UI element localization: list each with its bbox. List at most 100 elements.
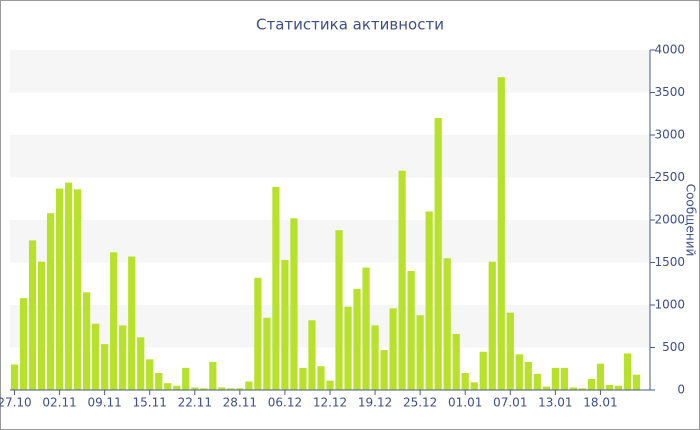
bar xyxy=(335,230,343,390)
grid-band xyxy=(10,135,650,178)
bar xyxy=(74,189,82,390)
bar xyxy=(92,323,100,390)
bar xyxy=(605,384,614,390)
bar xyxy=(227,388,235,390)
y-axis-label: Сообщений xyxy=(684,184,698,257)
bar xyxy=(434,118,442,390)
bar xyxy=(263,317,271,390)
bar xyxy=(344,306,352,390)
bar xyxy=(416,315,424,390)
grid-band xyxy=(10,220,650,263)
x-tick-label: 22.11 xyxy=(178,396,212,410)
x-tick-label: 19.12 xyxy=(358,396,392,410)
y-tick-label: 4000 xyxy=(654,43,685,57)
bar xyxy=(254,277,262,390)
x-tick-label: 12.12 xyxy=(313,396,347,410)
bar xyxy=(272,186,280,390)
bar xyxy=(46,213,55,390)
bar xyxy=(245,381,253,390)
bar xyxy=(470,382,478,390)
bar xyxy=(425,211,433,390)
bar xyxy=(371,325,379,390)
bar xyxy=(362,267,370,390)
bar xyxy=(443,258,451,390)
bar xyxy=(398,170,406,390)
bar xyxy=(119,325,127,390)
chart-title: Статистика активности xyxy=(256,16,444,34)
y-tick-label: 0 xyxy=(677,383,685,397)
bar xyxy=(389,308,397,390)
grid-band xyxy=(10,50,650,93)
x-tick-label: 15.11 xyxy=(133,396,167,410)
bar xyxy=(173,385,181,390)
x-tick-label: 06.12 xyxy=(268,396,302,410)
bar xyxy=(101,344,109,390)
bar xyxy=(308,320,316,390)
bar xyxy=(64,182,73,390)
bar xyxy=(28,240,37,390)
bar xyxy=(353,288,361,390)
bar xyxy=(461,373,469,390)
bar xyxy=(236,388,244,390)
x-tick-label: 01.01 xyxy=(448,396,482,410)
bar xyxy=(497,77,505,390)
bar xyxy=(146,359,154,390)
bar xyxy=(83,292,91,390)
y-tick-label: 2000 xyxy=(654,213,685,227)
bar xyxy=(37,261,46,390)
x-tick-label: 09.11 xyxy=(87,396,121,410)
bar xyxy=(10,364,19,390)
bar xyxy=(380,350,388,390)
bar xyxy=(128,256,136,390)
bar xyxy=(578,388,586,390)
bar xyxy=(632,374,641,390)
bar xyxy=(479,351,487,390)
x-tick-label: 13.01 xyxy=(538,396,572,410)
bar xyxy=(569,387,577,390)
x-tick-label: 07.01 xyxy=(493,396,527,410)
x-tick-label: 27.10 xyxy=(0,396,32,410)
bar xyxy=(560,367,568,390)
x-tick-label: 25.12 xyxy=(403,396,437,410)
bar xyxy=(407,271,415,390)
bar xyxy=(515,354,523,390)
bar xyxy=(614,385,623,390)
bar xyxy=(596,363,605,390)
bar xyxy=(623,353,632,390)
bar xyxy=(452,333,460,390)
bar xyxy=(55,188,64,390)
bar xyxy=(191,387,199,390)
x-tick-label: 18.01 xyxy=(583,396,617,410)
bar xyxy=(290,218,298,390)
x-tick-label: 28.11 xyxy=(223,396,257,410)
y-tick-label: 3000 xyxy=(654,128,685,142)
bar xyxy=(110,252,118,390)
bar xyxy=(506,312,514,390)
bar xyxy=(281,259,289,390)
bar xyxy=(182,367,190,390)
bar xyxy=(326,380,334,390)
bar xyxy=(551,367,559,390)
bar xyxy=(19,298,28,390)
y-tick-label: 3500 xyxy=(654,85,685,99)
y-tick-label: 2500 xyxy=(654,170,685,184)
y-tick-label: 1500 xyxy=(654,255,685,269)
bar xyxy=(218,387,226,390)
bar xyxy=(542,386,550,390)
bar xyxy=(587,378,596,390)
y-tick-label: 500 xyxy=(662,340,685,354)
y-tick-label: 1000 xyxy=(654,298,685,312)
bar xyxy=(164,383,172,390)
bar xyxy=(137,337,145,390)
bar xyxy=(488,261,496,390)
bar xyxy=(209,361,217,390)
bar xyxy=(317,366,325,390)
bar xyxy=(200,388,208,390)
bar xyxy=(524,361,532,390)
grid-band xyxy=(10,305,650,348)
bar xyxy=(155,373,163,390)
x-tick-label: 02.11 xyxy=(42,396,76,410)
bar xyxy=(533,373,541,390)
bar xyxy=(299,367,307,390)
